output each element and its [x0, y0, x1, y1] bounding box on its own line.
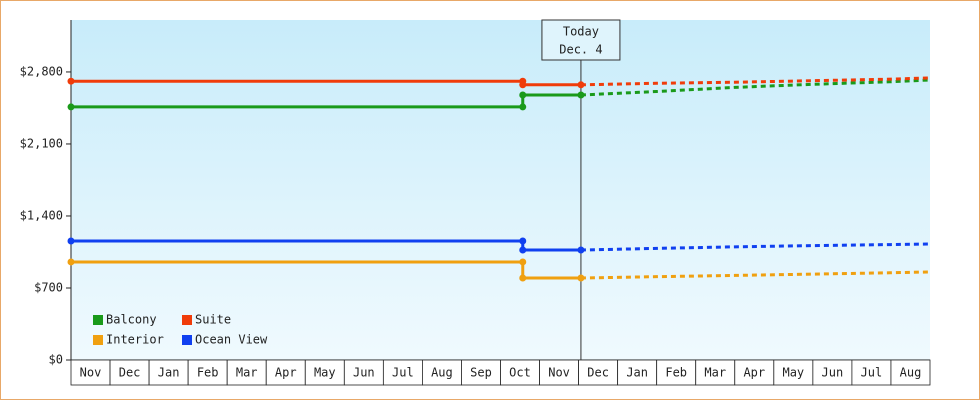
forecast-line: [580, 78, 931, 97]
x-tick-label: Feb: [197, 366, 219, 380]
x-tick-box: [773, 359, 814, 386]
x-tick-box: [187, 359, 228, 386]
x-tick-label: Jan: [626, 366, 648, 380]
x-tick-label: Mar: [236, 366, 258, 380]
point: [577, 91, 585, 99]
x-tick-box: [500, 359, 540, 386]
point: [577, 81, 585, 89]
x-tick-label: Sep: [470, 366, 492, 380]
x-tick-box: [734, 359, 775, 386]
point: [519, 237, 527, 245]
x-tick-box: [890, 359, 931, 386]
x-tick-box: [343, 359, 384, 386]
legend-label: Interior: [106, 333, 164, 347]
x-tick-box: [812, 359, 853, 386]
today-box: [541, 19, 621, 61]
x-tick-box: [422, 359, 462, 386]
annotation: Today: [563, 25, 599, 39]
forecast-line: [580, 76, 931, 87]
point: [67, 237, 75, 245]
x-tick-box: [656, 359, 697, 386]
x-tick-box: [109, 359, 150, 386]
point: [519, 274, 527, 282]
point: [519, 103, 527, 111]
x-tick-label: Feb: [665, 366, 687, 380]
x-tick-label: May: [314, 366, 336, 380]
y-tick-label: $2,100: [20, 136, 63, 150]
forecast-line: [580, 242, 931, 252]
legend-label: Suite: [195, 313, 231, 327]
x-tick-box: [226, 359, 267, 386]
point: [67, 77, 75, 85]
annotation: Dec. 4: [559, 43, 602, 57]
x-tick-label: Mar: [704, 366, 726, 380]
legend-label: Balcony: [106, 313, 157, 327]
x-tick-label: Aug: [900, 366, 922, 380]
point: [577, 246, 585, 254]
point: [519, 258, 527, 266]
x-tick-label: Apr: [275, 366, 297, 380]
x-tick-box: [70, 359, 111, 386]
x-tick-label: Apr: [743, 366, 765, 380]
x-tick-label: Dec: [587, 366, 609, 380]
x-tick-label: Jul: [392, 366, 414, 380]
x-tick-box: [617, 359, 658, 386]
plot-area: [71, 20, 930, 360]
x-tick-label: Dec: [119, 366, 141, 380]
x-tick-label: Jun: [822, 366, 844, 380]
point: [67, 103, 75, 111]
y-tick-label: $2,800: [20, 64, 63, 78]
legend-label: Ocean View: [195, 333, 268, 347]
x-tick-label: Nov: [548, 366, 570, 380]
x-tick-box: [148, 359, 189, 386]
x-tick-label: Oct: [509, 366, 531, 380]
forecast-line: [580, 270, 931, 280]
point: [519, 246, 527, 254]
x-tick-label: Jun: [353, 366, 375, 380]
x-tick-label: Aug: [431, 366, 453, 380]
series-line: [71, 260, 581, 280]
x-tick-label: May: [782, 366, 804, 380]
legend-swatch: [182, 335, 192, 345]
legend-swatch: [182, 315, 192, 325]
series-line: [71, 239, 581, 252]
point: [519, 91, 527, 99]
x-tick-box: [851, 359, 892, 386]
series-line: [71, 93, 581, 109]
point: [67, 258, 75, 266]
legend-swatch: [93, 315, 103, 325]
point: [577, 274, 585, 282]
y-tick-label: $1,400: [20, 208, 63, 222]
x-tick-box: [539, 359, 579, 386]
y-tick-label: $700: [34, 280, 63, 294]
x-tick-label: Nov: [80, 366, 102, 380]
y-tick-label: $0: [49, 353, 63, 367]
legend-swatch: [93, 335, 103, 345]
point: [519, 81, 527, 89]
x-tick-label: Jan: [158, 366, 180, 380]
x-tick-label: Jul: [861, 366, 883, 380]
